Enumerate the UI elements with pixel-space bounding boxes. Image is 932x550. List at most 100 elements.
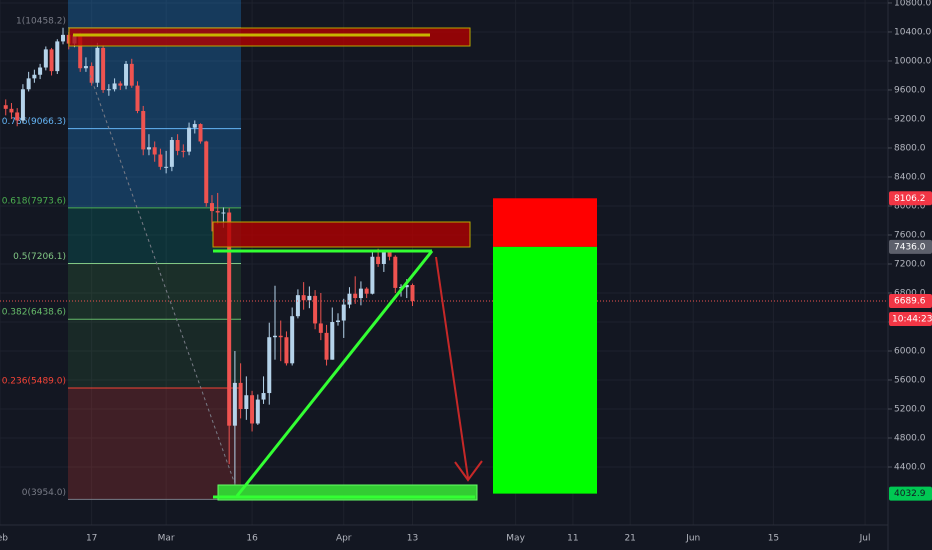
- x-tick-label: 17: [86, 534, 97, 544]
- y-tick-label: 6000.0: [894, 346, 926, 356]
- candle-body: [146, 147, 151, 150]
- candle-body: [358, 288, 363, 299]
- arrow-head: [454, 460, 483, 482]
- y-tick-label: 4800.0: [894, 433, 926, 443]
- candle-body: [278, 335, 283, 338]
- candle-body: [38, 67, 43, 75]
- fib-label: 0.618(7973.6): [2, 196, 66, 206]
- candle-body: [3, 105, 8, 109]
- candle-body: [26, 78, 31, 90]
- candle-body: [393, 256, 398, 288]
- x-tick-label: 21: [624, 534, 635, 544]
- stop-price-tag: 8106.2: [894, 194, 926, 204]
- triangle-side: [235, 250, 434, 497]
- x-tick-label: Mar: [158, 534, 175, 544]
- candle-body: [272, 335, 277, 338]
- candle-body: [43, 49, 48, 68]
- target-price-tag: 4032.9: [894, 489, 926, 499]
- candle-body: [238, 382, 243, 409]
- candle-body: [124, 63, 129, 86]
- price-tags: 8106.2 7436.0 6689.6 10:44:23 4032.9: [889, 191, 932, 501]
- candle-body: [341, 304, 346, 321]
- countdown-bg: [889, 311, 932, 326]
- y-tick-label: 4400.0: [894, 462, 926, 472]
- x-tick-label: Jul: [859, 534, 871, 544]
- y-tick-label: 7200.0: [894, 259, 926, 269]
- y-tick-label: 6800.0: [894, 288, 926, 298]
- candle-body: [152, 147, 157, 155]
- candle-body: [55, 41, 60, 72]
- y-tick-label: 8800.0: [894, 143, 926, 153]
- candle-body: [364, 288, 369, 294]
- candle-body: [313, 295, 318, 324]
- y-tick-label: 5600.0: [894, 375, 926, 385]
- y-tick-label: 10000.0: [894, 56, 931, 66]
- fib-zone: [68, 263, 241, 320]
- y-tick-label: 7600.0: [894, 230, 926, 240]
- fib-zone: [68, 388, 241, 500]
- candle-body: [324, 332, 329, 360]
- y-tick-label: 10400.0: [894, 27, 931, 37]
- y-tick-label: 5200.0: [894, 404, 926, 414]
- candle-body: [267, 337, 272, 394]
- candle-body: [49, 49, 54, 72]
- candle-body: [330, 321, 335, 360]
- candle-body: [284, 337, 289, 364]
- last-price-tag: 6689.6: [894, 296, 926, 306]
- candles: [0, 27, 888, 500]
- candle-body: [295, 295, 300, 317]
- candle-body: [15, 112, 20, 121]
- drawings: [68, 27, 483, 501]
- candle-body: [101, 47, 106, 90]
- candle-body: [209, 203, 214, 212]
- target-zone: [493, 246, 597, 494]
- candle-body: [175, 140, 180, 151]
- fib-label: 0(3954.0): [22, 488, 66, 498]
- candle-body: [106, 89, 111, 91]
- trend-line: [89, 74, 238, 491]
- candle-body: [78, 34, 83, 69]
- fib-label: 0.5(7206.1): [13, 252, 66, 262]
- candle-body: [9, 108, 14, 113]
- candle-body: [32, 74, 37, 79]
- candle-body: [204, 141, 209, 204]
- x-tick-label: 11: [567, 534, 578, 544]
- arrow: [435, 256, 469, 479]
- x-tick-label: Apr: [336, 534, 352, 544]
- entry-price-tag-bg: [889, 239, 932, 254]
- candle-body: [307, 295, 312, 301]
- fib-label: 0.786(9066.3): [2, 117, 66, 127]
- candle-body: [192, 124, 197, 128]
- candle-body: [221, 212, 226, 214]
- x-tick-label: 13: [407, 534, 418, 544]
- resistance-zone: [68, 27, 471, 47]
- stop-zone: [493, 198, 597, 247]
- candle-body: [169, 140, 174, 167]
- candle-body: [20, 89, 25, 121]
- candle-body: [232, 382, 237, 426]
- y-tick-label: 10800.0: [894, 0, 931, 8]
- candle-body: [301, 295, 306, 301]
- candle-body: [95, 47, 100, 83]
- candle-body: [61, 34, 66, 42]
- candle-body: [181, 150, 186, 152]
- entry-price-tag: 7436.0: [894, 242, 926, 252]
- countdown: 10:44:23: [892, 314, 932, 324]
- candle-body: [255, 399, 260, 424]
- fib-label: 0.236(5489.0): [2, 377, 66, 387]
- x-tick-label: Feb: [0, 534, 8, 544]
- x-tick-label: 15: [768, 534, 779, 544]
- candle-body: [347, 293, 352, 305]
- x-tick-label: 16: [246, 534, 258, 544]
- position-box: [493, 198, 597, 494]
- candle-body: [141, 111, 146, 150]
- candle-body: [83, 66, 88, 69]
- fib-highlight: [68, 0, 241, 28]
- target-price-tag-bg: [889, 486, 932, 501]
- candle-body: [353, 293, 358, 299]
- candle-body: [370, 256, 375, 294]
- candle-body: [336, 320, 341, 322]
- candle-body: [387, 251, 392, 257]
- candle-body: [198, 124, 203, 142]
- fib-label: 0.382(6438.6): [2, 308, 66, 318]
